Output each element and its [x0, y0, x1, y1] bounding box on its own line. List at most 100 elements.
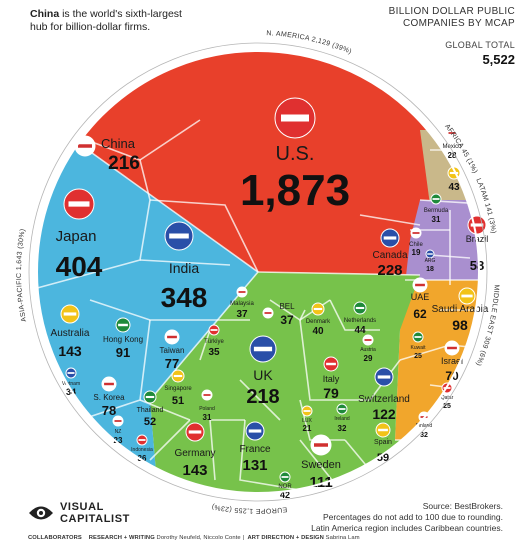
country-value-indonesia: 36 [138, 454, 147, 463]
country-value-china: 216 [108, 153, 140, 174]
country-label-israel: Israel [441, 356, 463, 366]
country-value-t-rkiye: 35 [208, 347, 220, 358]
region-label-asia-pacific: ASIA-PACIFIC 1,643 (30%) [16, 228, 28, 322]
flag-icon-u-s [274, 97, 316, 139]
country-label-netherlands: Netherlands [344, 318, 376, 324]
flag-icon-saudi-arabia [458, 287, 476, 305]
cell-border-13 [199, 329, 211, 361]
flag-icon-austria [362, 334, 374, 346]
global-total-value: 5,522 [482, 52, 515, 67]
country-label-france: France [239, 444, 271, 455]
country-value-germany: 143 [182, 462, 207, 479]
country-label-saudi-arabia: Saudi Arabia [432, 304, 489, 315]
country-value-saudi-arabia: 98 [452, 317, 468, 333]
country-label-australia: Australia [51, 328, 90, 339]
flag-icon-bermuda [430, 193, 442, 205]
flag-icon-kuwait [412, 331, 424, 343]
cell-border-1 [257, 271, 421, 276]
country-value-chile: 19 [412, 248, 421, 257]
flag-icon-poland [201, 389, 213, 401]
country-value-sweden: 111 [309, 474, 332, 491]
flag-icon-switzerland [374, 367, 394, 387]
country-value-malaysia: 37 [236, 309, 248, 320]
credits-research-names: Dorothy Neufeld, Niccolo Conte [156, 535, 241, 541]
country-label-hong-kong: Hong Kong [103, 335, 143, 344]
country-label-denmark: Denmark [306, 319, 331, 325]
country-value-austria: 29 [364, 354, 373, 363]
country-value-lux: 21 [303, 424, 312, 433]
flag-icon-taiwan [164, 329, 180, 345]
country-label-germany: Germany [174, 448, 215, 459]
country-label-ireland: Ireland [334, 416, 350, 422]
country-label-spain: Spain [374, 439, 392, 446]
country-label-nor: NOR [278, 484, 292, 490]
flag-icon-spain [375, 422, 391, 438]
country-label-chile: Chile [409, 242, 423, 248]
flag-icon-chile [410, 227, 422, 239]
brand-name-line1: VISUAL [60, 501, 104, 513]
country-value-qatar: 25 [443, 403, 451, 410]
country-value-uae: 62 [413, 307, 427, 321]
flag-icon-nor [279, 471, 291, 483]
country-label-switzerland: Switzerland [358, 394, 410, 405]
country-value-italy: 79 [323, 385, 339, 401]
country-label-mexico: Mexico [442, 144, 462, 150]
flag-icon-vietnam [65, 367, 77, 379]
country-value-thailand: 52 [144, 416, 156, 428]
country-value-kuwait: 25 [414, 353, 422, 360]
country-label-taiwan: Taiwan [160, 346, 185, 355]
country-label-malaysia: Malaysia [230, 301, 254, 307]
cell-border-23 [239, 419, 301, 491]
flag-icon-china [74, 135, 96, 157]
country-value-u-s: 1,873 [240, 166, 350, 215]
country-value-poland: 31 [203, 413, 212, 422]
flag-icon-indonesia [136, 434, 148, 446]
country-value-netherlands: 44 [354, 325, 366, 336]
cell-border-22 [239, 379, 281, 421]
flag-icon-nz [112, 415, 124, 427]
flag-icon-germany [185, 422, 205, 442]
country-value-singapore: 51 [172, 395, 184, 407]
flag-icon-denmark [311, 302, 325, 316]
country-label-china: China [101, 136, 136, 151]
country-label-kuwait: Kuwait [410, 345, 426, 351]
country-value-arg: 18 [426, 266, 434, 273]
flag-icon-netherlands [353, 301, 367, 315]
country-value-japan: 404 [56, 251, 103, 282]
country-value-canada: 228 [377, 262, 402, 279]
brand-name-line2: CAPITALIST [60, 513, 130, 525]
cell-border-7 [139, 119, 201, 161]
brand: VISUAL CAPITALIST [28, 500, 168, 530]
country-value-uk: 218 [246, 386, 279, 408]
flag-icon-italy [323, 356, 339, 372]
flag-icon-france [245, 421, 265, 441]
cell-border-8 [149, 199, 259, 273]
cell-border-18 [329, 299, 380, 331]
country-label-arg: ARG [425, 258, 436, 264]
country-label-thailand: Thailand [137, 407, 164, 414]
flag-icon-israel [444, 340, 460, 356]
global-total-label: GLOBAL TOTAL [445, 40, 515, 50]
country-label-sweden: Sweden [301, 459, 341, 471]
country-value-spain: 59 [377, 452, 389, 464]
cell-border-9 [139, 259, 231, 266]
country-label-italy: Italy [323, 374, 340, 384]
country-value-switzerland: 122 [372, 406, 396, 422]
footnote-latam: Latin America region includes Caribbean … [311, 523, 503, 533]
country-value-france: 131 [242, 457, 267, 474]
cell-border-19 [299, 319, 370, 401]
chart-title-line2: COMPANIES BY MCAP [403, 18, 515, 29]
country-value-taiwan: 77 [165, 356, 179, 371]
cell-border-27 [209, 419, 216, 481]
country-value-bel: 37 [280, 313, 294, 327]
outer-ring [28, 42, 488, 502]
country-label-poland: Poland [199, 406, 215, 412]
credits-collaborators: COLLABORATORS [28, 535, 82, 541]
flag-icon-lux [301, 405, 313, 417]
country-label-s-korea: S. Korea [93, 393, 125, 402]
flag-icon-malaysia [236, 286, 248, 298]
flag-icon-hong-kong [115, 317, 131, 333]
flag-icon-canada [380, 228, 400, 248]
cell-border-12 [139, 399, 191, 421]
